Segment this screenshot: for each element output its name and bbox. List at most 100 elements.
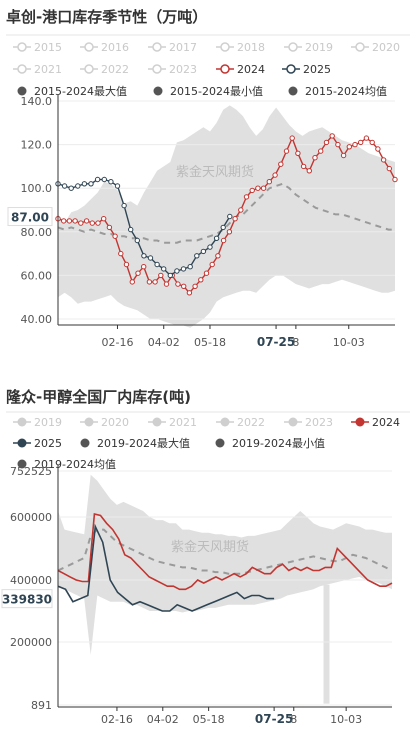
data-point [380, 157, 387, 163]
legend-label: 2023 [305, 416, 333, 429]
x-tick-label: 8 [290, 713, 297, 726]
legend-item-2021[interactable]: 2021 [13, 63, 62, 76]
data-point [101, 176, 108, 183]
data-point [215, 253, 221, 259]
series-line [57, 528, 393, 575]
series-2025 [57, 523, 275, 612]
data-point [369, 139, 375, 146]
legend-dot-marker [17, 86, 27, 96]
data-point [266, 179, 272, 185]
cursor-y-box [7, 207, 53, 227]
legend-item-2019[interactable]: 2019 [284, 41, 333, 54]
data-point [192, 283, 198, 289]
data-point [163, 281, 170, 287]
legend-item-2019-2024均值[interactable]: 2019-2024均值 [17, 458, 116, 471]
legend-dot-marker [220, 42, 230, 52]
legend-dot-marker [220, 417, 230, 427]
data-point [375, 146, 381, 152]
legend-item-2019-2024最大值[interactable]: 2019-2024最大值 [80, 436, 190, 450]
data-point [128, 226, 134, 233]
legend-item-2022[interactable]: 2022 [216, 416, 265, 429]
data-point [272, 172, 278, 178]
legend-item-2019-2024最小值[interactable]: 2019-2024最小值 [215, 437, 325, 450]
data-point [101, 216, 107, 222]
legend-dot-marker [17, 438, 27, 448]
legend-item-2015[interactable]: 2015 [13, 41, 62, 54]
legend-item-2019[interactable]: 2019 [13, 416, 62, 429]
data-point [278, 161, 284, 167]
data-point [329, 133, 335, 139]
data-point [158, 272, 164, 279]
legend-item-2024[interactable]: 2024 [351, 416, 400, 429]
data-point [283, 148, 290, 154]
legend-item-2025[interactable]: 2025 [13, 437, 62, 450]
series-2024 [55, 133, 398, 296]
data-point [260, 185, 267, 191]
data-point [318, 148, 324, 154]
legend-dot-marker [286, 64, 296, 74]
data-point [220, 224, 226, 231]
series-2019-2024均值 [57, 528, 393, 575]
legend-item-2015-2024均值[interactable]: 2015-2024均值 [288, 85, 387, 98]
legend-item-2020[interactable]: 2020 [80, 416, 129, 429]
legend-label: 2019 [34, 416, 62, 429]
legend-item-2018[interactable]: 2018 [216, 41, 265, 54]
legend-dot-marker [288, 42, 298, 52]
data-point [174, 268, 180, 274]
x-tick-label: 07-25 [255, 712, 293, 726]
data-point [392, 176, 398, 183]
data-point [346, 144, 352, 150]
data-point [198, 277, 204, 283]
chart-legend[interactable]: 2015 2016 2017 2018 2019 2020 2021 2022 2023 2024… [13, 41, 400, 98]
axes: 891 200000 400000 600000 752525 02-16 04-02 05-… [10, 465, 392, 726]
chart-legend[interactable]: 2019 2020 2021 2022 2023 2024 2025 2019-2024最大值… [13, 416, 400, 471]
data-point [141, 264, 147, 270]
data-point [167, 272, 174, 279]
watermark: 紫金天风期货 [176, 164, 254, 180]
legend-item-2016[interactable]: 2016 [80, 41, 129, 54]
legend-item-2022[interactable]: 2022 [80, 63, 129, 76]
data-point [249, 187, 255, 194]
legend-dot-marker [153, 86, 163, 96]
legend-dot-marker [355, 417, 365, 427]
crosshair: 339830 [1, 589, 53, 609]
data-point [146, 279, 153, 285]
data-point [200, 248, 207, 255]
legend-label: 2018 [237, 41, 265, 54]
data-point [312, 155, 318, 161]
legend-item-2015-2024最大值[interactable]: 2015-2024最大值 [17, 84, 127, 98]
x-tick-label: 02-16 [101, 713, 133, 726]
data-point [181, 283, 187, 289]
legend-item-2023[interactable]: 2023 [284, 416, 333, 429]
legend-label: 2019-2024最大值 [97, 436, 190, 450]
y-tick-label: 200000 [10, 636, 52, 649]
legend-item-2021[interactable]: 2021 [148, 416, 197, 429]
data-point [135, 270, 141, 276]
legend-item-2020[interactable]: 2020 [351, 41, 400, 54]
legend-dot-marker [84, 417, 94, 427]
series-group [55, 133, 398, 296]
data-point [106, 224, 113, 231]
data-point [209, 261, 215, 268]
legend-item-2017[interactable]: 2017 [148, 41, 197, 54]
legend-item-2025[interactable]: 2025 [282, 63, 331, 76]
x-tick-label: 04-02 [148, 336, 180, 349]
data-point [186, 290, 193, 296]
legend-item-2023[interactable]: 2023 [148, 63, 197, 76]
legend-item-2015-2024最小值[interactable]: 2015-2024最小值 [153, 85, 263, 98]
data-point [358, 139, 364, 146]
data-point [255, 185, 261, 191]
legend-dot-marker [152, 417, 162, 427]
data-point [180, 266, 187, 272]
legend-dot-marker [17, 459, 27, 469]
data-point [203, 270, 210, 276]
legend-dot-marker [84, 64, 94, 74]
legend-label: 2015-2024最小值 [170, 85, 263, 98]
series-2025 [55, 176, 233, 279]
legend-item-2024[interactable]: 2024 [216, 63, 265, 76]
y-tick-label: 120.0 [21, 139, 53, 152]
data-point [300, 163, 307, 170]
data-point [123, 261, 130, 268]
data-point [94, 176, 101, 183]
legend-label: 2017 [169, 41, 197, 54]
